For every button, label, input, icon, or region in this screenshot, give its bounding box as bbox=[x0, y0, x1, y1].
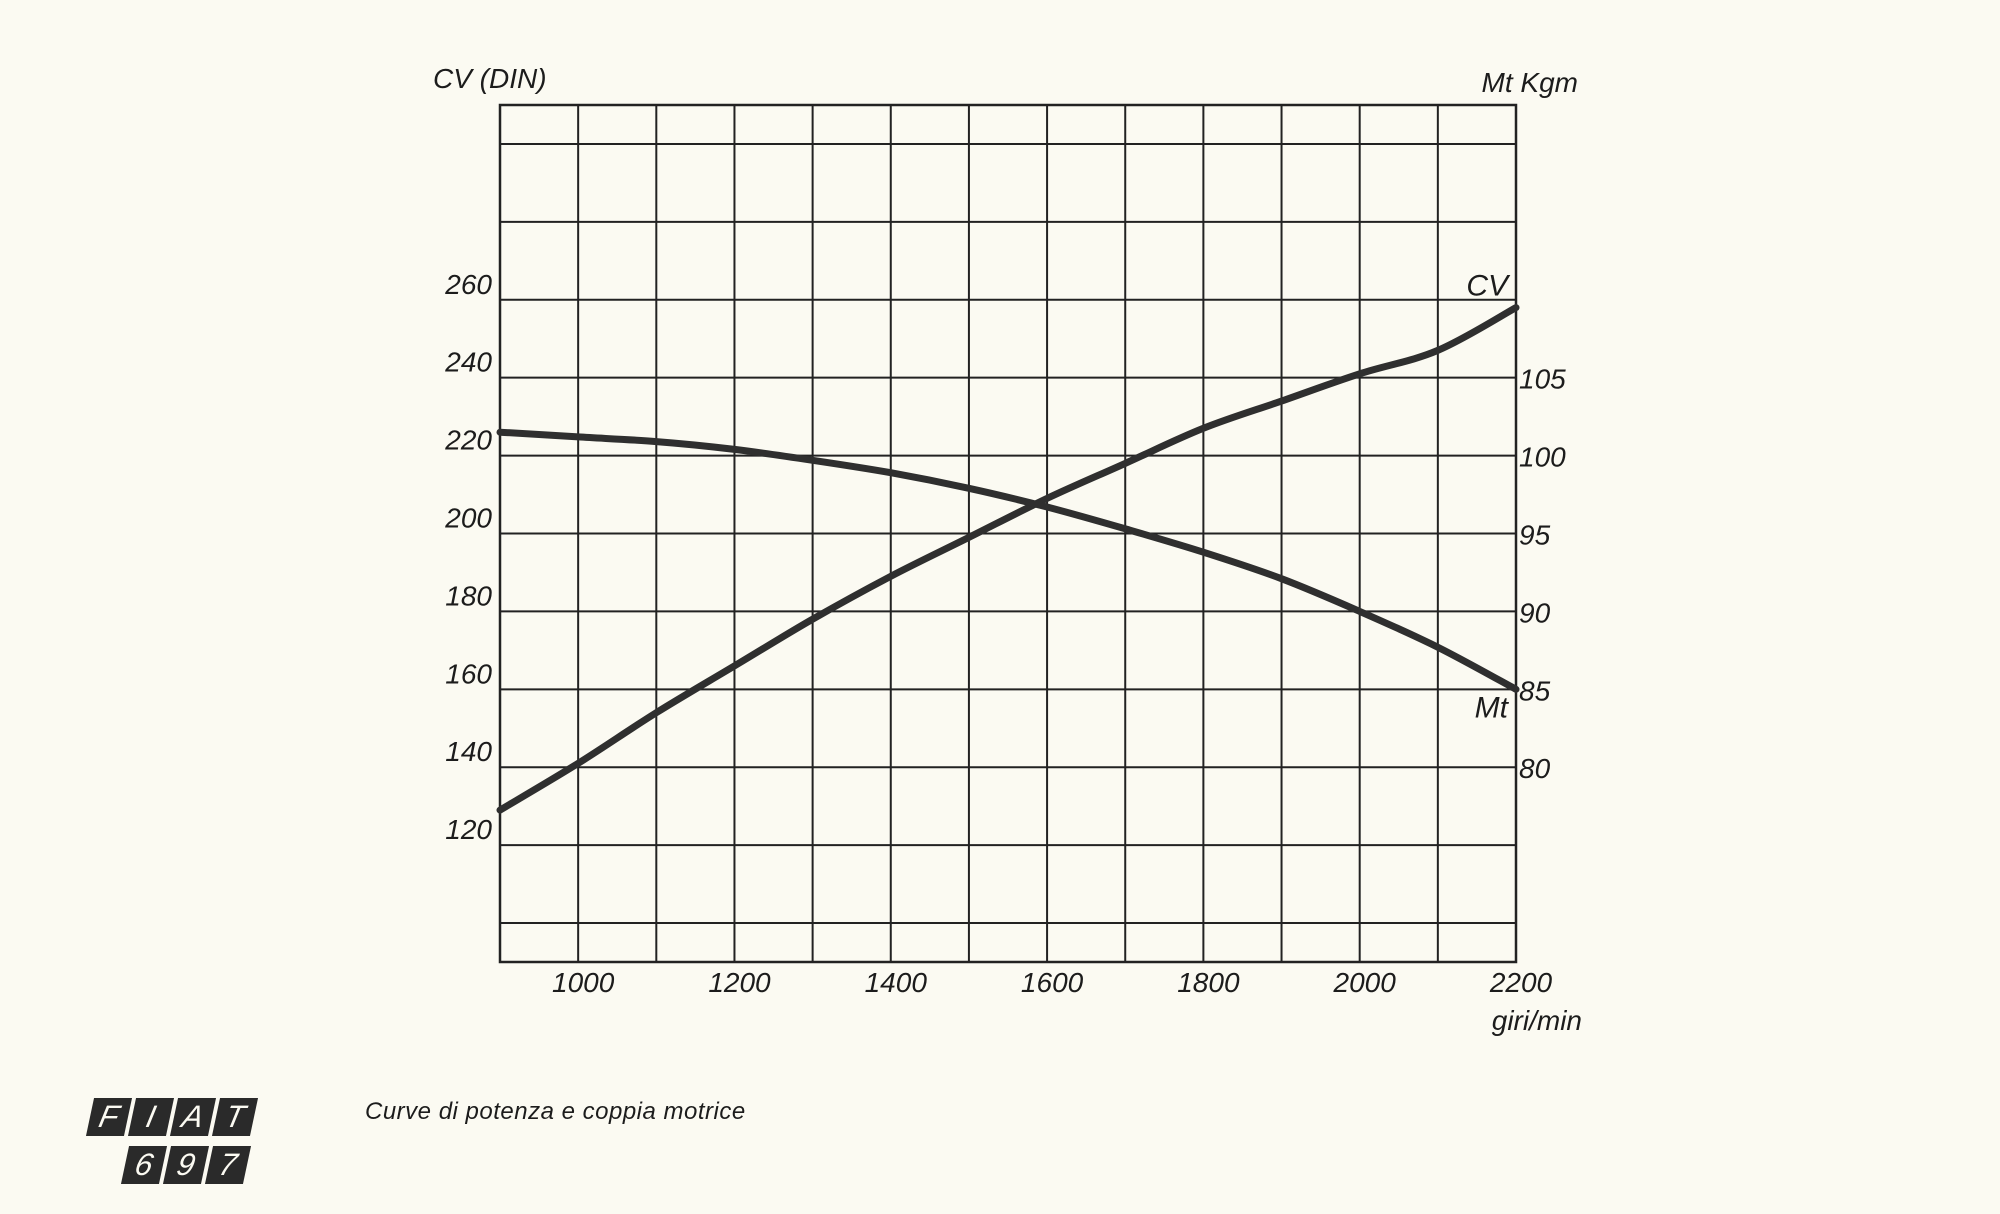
chart-curves bbox=[496, 304, 1520, 814]
chart-labels: CV (DIN) Mt Kgm giri/min 120 140 160 180 200… bbox=[433, 63, 1582, 1036]
right-tick-label: 90 bbox=[1519, 597, 1551, 628]
chart-caption: Curve di potenza e coppia motrice bbox=[365, 1098, 746, 1125]
fiat-697-logo: F I A T 6 9 7 bbox=[85, 1098, 295, 1190]
left-tick-label: 120 bbox=[445, 814, 492, 845]
x-tick-label: 1000 bbox=[552, 967, 615, 998]
x-tick-label: 1800 bbox=[1177, 967, 1240, 998]
logo-letter: A bbox=[169, 1098, 217, 1136]
series-label-cv: CV bbox=[1466, 270, 1511, 303]
series-label-mt: Mt bbox=[1475, 691, 1510, 724]
x-tick-label: 1400 bbox=[865, 967, 928, 998]
x-tick-label: 2000 bbox=[1333, 967, 1397, 998]
left-tick-label: 180 bbox=[445, 580, 492, 611]
left-tick-label: 220 bbox=[444, 425, 492, 456]
left-tick-label: 200 bbox=[444, 503, 492, 534]
series-line-mt bbox=[496, 428, 1520, 693]
x-tick-label: 1600 bbox=[1021, 967, 1084, 998]
series-line-cv bbox=[496, 304, 1520, 814]
logo-digit: 6 bbox=[120, 1146, 168, 1184]
x-tick-label: 2200 bbox=[1489, 967, 1553, 998]
right-tick-label: 80 bbox=[1519, 753, 1551, 784]
logo-letter: F bbox=[85, 1098, 133, 1136]
logo-letter: T bbox=[211, 1098, 259, 1136]
right-axis-label: Mt Kgm bbox=[1482, 67, 1578, 98]
x-tick-label: 1200 bbox=[708, 967, 771, 998]
right-tick-label: 105 bbox=[1519, 364, 1566, 395]
left-tick-label: 140 bbox=[445, 736, 492, 767]
logo-digit: 9 bbox=[162, 1146, 210, 1184]
x-unit-label: giri/min bbox=[1492, 1005, 1582, 1036]
left-tick-label: 160 bbox=[445, 658, 492, 689]
right-tick-label: 85 bbox=[1519, 675, 1551, 706]
left-tick-label: 260 bbox=[444, 269, 492, 300]
logo-letter: I bbox=[127, 1098, 175, 1136]
plot-frame bbox=[498, 103, 1518, 964]
right-tick-label: 95 bbox=[1519, 520, 1551, 551]
logo-digit: 7 bbox=[204, 1146, 252, 1184]
right-tick-label: 100 bbox=[1519, 442, 1566, 473]
chart-grid bbox=[498, 103, 1518, 964]
left-tick-label: 240 bbox=[444, 347, 492, 378]
left-axis-label: CV (DIN) bbox=[433, 63, 547, 94]
